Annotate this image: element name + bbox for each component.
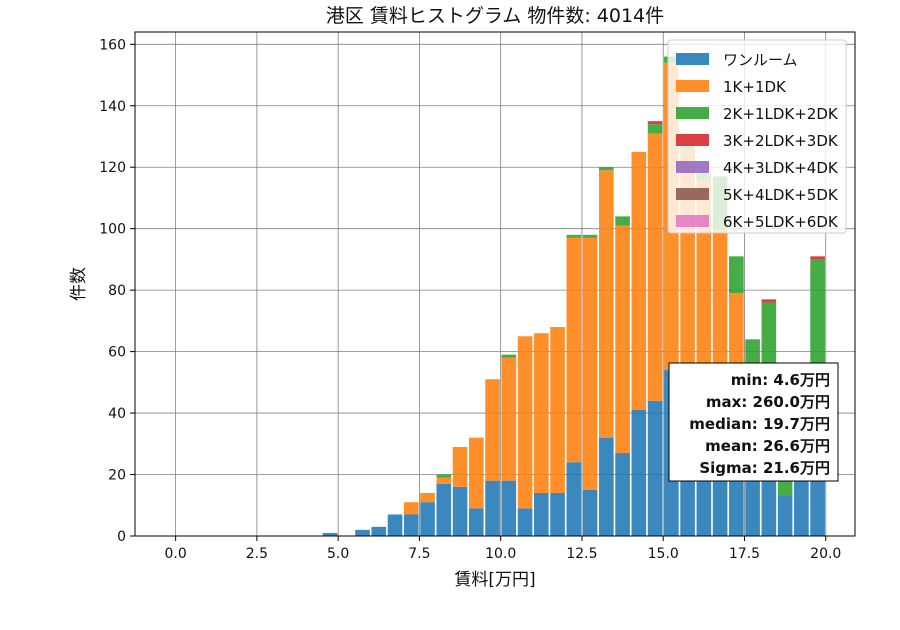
bar-3-bin-16: [582, 234, 598, 238]
chart-title: 港区 賃料ヒストグラム 物件数: 4014件: [326, 5, 664, 27]
bar-3-bin-18: [615, 216, 630, 226]
x-tick-label: 0.0: [164, 546, 186, 562]
bar-1-bin-15: [566, 462, 582, 536]
bar-1-bin-28: [777, 496, 793, 536]
stats-line: mean: 26.6万円: [705, 437, 830, 455]
bar-1-bin-20: [647, 400, 663, 536]
legend-label: 1K+1DK: [723, 78, 787, 96]
legend-label: 2K+1LDK+2DK: [723, 105, 839, 123]
bar-1-bin-13: [534, 492, 549, 536]
y-axis-label: 件数: [69, 267, 89, 301]
bar-1-bin-12: [517, 508, 533, 536]
bar-2-bin-10: [485, 379, 500, 481]
x-tick-label: 15.0: [648, 546, 679, 562]
y-tick-label: 100: [99, 222, 126, 238]
y-tick-label: 140: [99, 99, 126, 115]
bar-2-bin-18: [615, 225, 630, 454]
legend-frame: [667, 39, 847, 234]
legend-swatch: [676, 188, 709, 200]
stats-frame: [668, 362, 839, 482]
y-tick-label: 40: [108, 406, 126, 422]
stats-box: min: 4.6万円 max: 260.0万円 median: 19.7万円 mean…: [668, 362, 839, 482]
legend-swatch: [676, 53, 709, 65]
bar-4-bin-20: [647, 121, 663, 125]
x-axis-ticks: 0.0 2.5 5.0 7.5 10.0 12.5 15.0 17.5 20.0: [164, 536, 841, 562]
bar-3-bin-20: [647, 124, 663, 134]
legend-label: 4K+3LDK+4DK: [723, 159, 839, 177]
bar-3-bin-15: [566, 234, 582, 238]
bar-4-bin-30: [810, 256, 825, 260]
stats-line: Sigma: 21.6万円: [699, 459, 830, 477]
bar-2-bin-6: [420, 492, 435, 503]
legend-swatch: [676, 107, 709, 119]
bar-1-bin-8: [452, 486, 468, 536]
legend-label: ワンルーム: [723, 51, 798, 69]
legend-swatch: [676, 134, 709, 146]
bar-2-bin-20: [647, 133, 663, 401]
bar-1-bin-9: [468, 508, 484, 536]
legend-label: 3K+2LDK+3DK: [723, 132, 839, 150]
bar-1-bin-6: [420, 502, 435, 536]
bar-1-bin-29: [794, 480, 809, 536]
bar-2-bin-16: [582, 237, 598, 490]
bar-2-bin-19: [631, 151, 647, 411]
stats-line: max: 260.0万円: [706, 393, 830, 411]
bar-2-bin-14: [550, 327, 565, 493]
y-tick-label: 160: [99, 37, 126, 53]
plot-frame: [134, 31, 856, 537]
y-tick-label: 0: [117, 529, 126, 545]
x-tick-label: 12.5: [566, 546, 597, 562]
bar-1-bin-11: [501, 480, 517, 536]
bar-1-bin-3: [371, 526, 387, 536]
y-tick-label: 80: [108, 283, 126, 299]
bar-1-bin-30: [810, 474, 825, 536]
bar-1-bin-16: [582, 489, 598, 536]
bar-3-bin-7: [436, 474, 452, 478]
bar-2-bin-17: [599, 170, 614, 438]
y-tick-label: 120: [99, 160, 126, 176]
legend-swatch: [676, 161, 709, 173]
bar-1-bin-0: [322, 532, 338, 536]
bar-2-bin-8: [452, 446, 468, 487]
stats-line: median: 19.7万円: [689, 415, 830, 433]
bar-1-bin-7: [436, 483, 452, 536]
bar-1-bin-18: [615, 453, 630, 536]
bar-2-bin-7: [436, 477, 452, 484]
bar-1-bin-5: [403, 514, 419, 536]
bar-2-bin-15: [566, 237, 582, 463]
x-tick-label: 20.0: [810, 546, 841, 562]
bar-4-bin-27: [761, 299, 777, 303]
bar-2-bin-9: [468, 437, 484, 509]
bar-3-bin-25: [729, 256, 744, 294]
bar-1-bin-4: [387, 514, 403, 536]
x-tick-label: 5.0: [327, 546, 349, 562]
bar-2-bin-11: [501, 357, 517, 481]
legend-swatch: [676, 215, 709, 227]
bar-1-bin-19: [631, 410, 647, 536]
axes-frame: [134, 31, 856, 537]
bar-2-bin-5: [403, 502, 419, 515]
y-tick-label: 20: [108, 468, 126, 484]
x-tick-label: 10.0: [485, 546, 516, 562]
y-axis-ticks: 0 20 40 60 80 100 120 140 160: [99, 37, 135, 545]
legend-swatch: [676, 80, 709, 92]
bar-1-bin-10: [485, 480, 500, 536]
bar-3-bin-17: [599, 167, 614, 171]
bar-2-bin-13: [534, 333, 549, 493]
bar-3-bin-11: [501, 354, 517, 358]
legend-label: 6K+5LDK+6DK: [723, 213, 839, 231]
bar-1-bin-17: [599, 437, 614, 536]
bar-2-bin-12: [517, 336, 533, 509]
x-tick-label: 2.5: [246, 546, 268, 562]
y-tick-label: 60: [108, 345, 126, 361]
x-tick-label: 7.5: [408, 546, 430, 562]
stats-line: min: 4.6万円: [731, 371, 830, 389]
bar-1-bin-2: [355, 529, 370, 536]
bar-1-bin-14: [550, 492, 565, 536]
x-tick-label: 17.5: [729, 546, 760, 562]
x-axis-label: 賃料[万円]: [454, 570, 535, 590]
legend-label: 5K+4LDK+5DK: [723, 186, 839, 204]
legend: ワンルーム 1K+1DK 2K+1LDK+2DK 3K+2LDK+3DK 4K+3LDK…: [667, 39, 847, 234]
